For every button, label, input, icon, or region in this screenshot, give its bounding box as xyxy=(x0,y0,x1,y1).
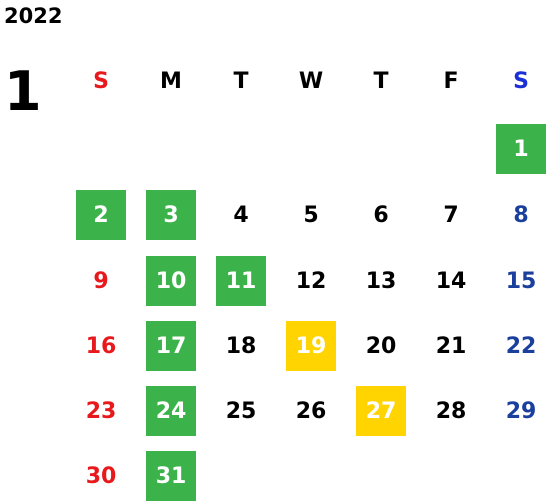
day-cell-15[interactable]: 15 xyxy=(505,268,537,294)
day-cell-19[interactable]: 19 xyxy=(286,321,336,371)
day-cell-13[interactable]: 13 xyxy=(365,268,397,294)
day-cell-6[interactable]: 6 xyxy=(373,202,389,228)
day-cell-27[interactable]: 27 xyxy=(356,386,406,436)
day-cell-25[interactable]: 25 xyxy=(225,398,257,424)
day-cell-11[interactable]: 11 xyxy=(216,256,266,306)
day-cell-1[interactable]: 1 xyxy=(496,124,546,174)
weekday-header-thursday: T xyxy=(373,68,389,94)
day-cell-20[interactable]: 20 xyxy=(365,333,397,359)
weekday-header-tuesday: T xyxy=(233,68,249,94)
day-cell-18[interactable]: 18 xyxy=(225,333,257,359)
day-cell-9[interactable]: 9 xyxy=(93,268,109,294)
day-cell-12[interactable]: 12 xyxy=(295,268,327,294)
day-cell-4[interactable]: 4 xyxy=(233,202,249,228)
day-cell-24[interactable]: 24 xyxy=(146,386,196,436)
day-cell-3[interactable]: 3 xyxy=(146,190,196,240)
day-cell-10[interactable]: 10 xyxy=(146,256,196,306)
weekday-header-friday: F xyxy=(443,68,459,94)
day-cell-29[interactable]: 29 xyxy=(505,398,537,424)
weekday-header-wednesday: W xyxy=(298,68,324,94)
weekday-header-monday: M xyxy=(160,68,182,94)
day-cell-28[interactable]: 28 xyxy=(435,398,467,424)
day-cell-17[interactable]: 17 xyxy=(146,321,196,371)
day-cell-31[interactable]: 31 xyxy=(146,451,196,501)
day-cell-23[interactable]: 23 xyxy=(85,398,117,424)
day-cell-7[interactable]: 7 xyxy=(443,202,459,228)
day-cell-14[interactable]: 14 xyxy=(435,268,467,294)
month-label: 1 xyxy=(4,60,42,123)
day-cell-2[interactable]: 2 xyxy=(76,190,126,240)
day-cell-8[interactable]: 8 xyxy=(513,202,529,228)
day-cell-5[interactable]: 5 xyxy=(303,202,319,228)
day-cell-30[interactable]: 30 xyxy=(85,463,117,489)
day-cell-22[interactable]: 22 xyxy=(505,333,537,359)
day-cell-16[interactable]: 16 xyxy=(85,333,117,359)
weekday-header-saturday: S xyxy=(513,68,529,94)
day-cell-26[interactable]: 26 xyxy=(295,398,327,424)
day-cell-21[interactable]: 21 xyxy=(435,333,467,359)
year-label: 2022 xyxy=(4,4,63,28)
weekday-header-sunday: S xyxy=(93,68,109,94)
